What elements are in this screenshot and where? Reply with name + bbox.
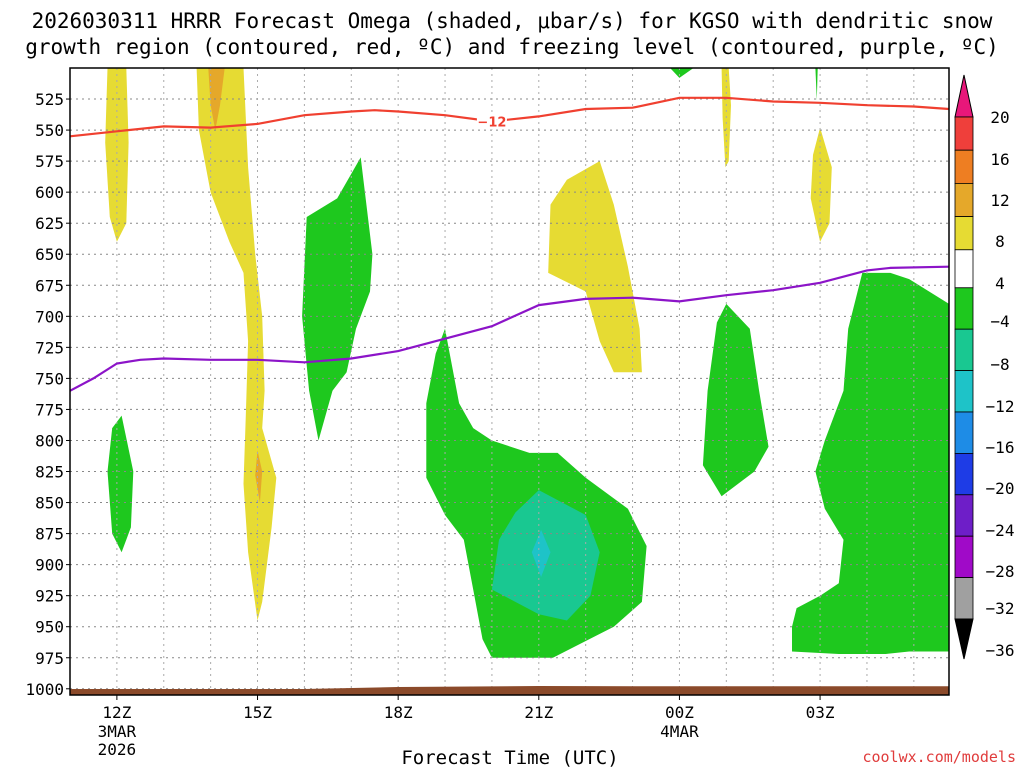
colorbar-band-12 bbox=[954, 577, 974, 620]
colorbar-top-arrow bbox=[954, 74, 974, 118]
omega-region-3 bbox=[255, 450, 263, 503]
colorbar: 20 16 12 8 4 −4 −8 −12 −16 −20 −24 −28 −32 −36 bbox=[954, 74, 1015, 660]
omega-region-2 bbox=[208, 68, 225, 131]
chart-title-line-1: 2026030311 HRRR Forecast Omega (shaded, … bbox=[32, 9, 993, 33]
x-tick-label: 15Z bbox=[243, 703, 272, 722]
colorbar-label: −28 bbox=[986, 562, 1015, 581]
omega-shading-layer bbox=[105, 68, 949, 658]
omega-region-0 bbox=[105, 68, 129, 242]
colorbar-band-3 bbox=[954, 216, 974, 251]
x-tick-year-label: 2026 bbox=[98, 740, 137, 759]
omega-region-10 bbox=[531, 529, 551, 577]
chart-title-line-2: growth region (contoured, red, ºC) and f… bbox=[25, 35, 999, 59]
y-tick-label: 950 bbox=[35, 618, 64, 637]
colorbar-band-4 bbox=[954, 249, 974, 289]
y-tick-label: 975 bbox=[35, 649, 64, 668]
colorbar-band-9 bbox=[954, 452, 974, 496]
y-tick-label: 825 bbox=[35, 463, 64, 482]
y-tick-label: 800 bbox=[35, 431, 64, 450]
x-tick-label: 03Z bbox=[806, 703, 835, 722]
colorbar-label: −20 bbox=[986, 479, 1015, 498]
ground-layer bbox=[70, 686, 949, 695]
y-tick-label: 675 bbox=[35, 276, 64, 295]
y-tick-label: 650 bbox=[35, 245, 64, 264]
dgz-label-background bbox=[476, 113, 507, 130]
colorbar-label: −16 bbox=[986, 438, 1015, 457]
omega-region-13 bbox=[792, 272, 949, 654]
credit-link[interactable]: coolwx.com/models bbox=[862, 748, 1016, 766]
colorbar-bottom-arrow bbox=[954, 618, 974, 660]
x-tick-label: 00Z bbox=[665, 703, 694, 722]
omega-region-6 bbox=[810, 127, 832, 242]
plot-frame bbox=[69, 67, 950, 696]
y-tick-label: 550 bbox=[35, 121, 64, 140]
y-tick-label: 750 bbox=[35, 369, 64, 388]
x-tick-label: 21Z bbox=[524, 703, 553, 722]
x-axis-label: Forecast Time (UTC) bbox=[401, 747, 618, 768]
colorbar-label: 4 bbox=[995, 274, 1005, 293]
y-tick-label: 700 bbox=[35, 307, 64, 326]
colorbar-label: −24 bbox=[986, 521, 1015, 540]
colorbar-label: −32 bbox=[986, 599, 1015, 618]
y-tick-label: 575 bbox=[35, 152, 64, 171]
colorbar-label: −12 bbox=[986, 397, 1015, 416]
omega-region-14 bbox=[670, 68, 694, 78]
colorbar-band-10 bbox=[954, 494, 974, 537]
colorbar-band-6 bbox=[954, 328, 974, 372]
contour-layer: −12 bbox=[69, 96, 950, 392]
x-tick-label: 12Z bbox=[102, 703, 131, 722]
y-tick-label: 775 bbox=[35, 400, 64, 419]
ground-surface bbox=[70, 686, 949, 695]
omega-region-7 bbox=[302, 157, 373, 441]
colorbar-label: −36 bbox=[986, 641, 1015, 660]
x-tick-date-label: 4MAR bbox=[660, 722, 699, 741]
colorbar-band-5 bbox=[954, 287, 974, 330]
axis-labels: 525 550 575 600 625 650 675 700 725 750 775 800 825 8… bbox=[25, 90, 834, 759]
colorbar-band-1 bbox=[954, 149, 974, 184]
colorbar-label: −4 bbox=[990, 312, 1009, 331]
dgz-contour-label: −12 bbox=[477, 115, 506, 130]
y-tick-label: 875 bbox=[35, 525, 64, 544]
colorbar-band-0 bbox=[954, 116, 974, 151]
omega-region-11 bbox=[107, 415, 134, 553]
colorbar-label: 12 bbox=[990, 191, 1009, 210]
gridlines bbox=[70, 68, 949, 695]
colorbar-label: 16 bbox=[990, 150, 1009, 169]
y-tick-label: 725 bbox=[35, 338, 64, 357]
freezing-level-contour-line bbox=[69, 265, 950, 392]
x-tick-date-label: 3MAR bbox=[98, 722, 137, 741]
colorbar-band-2 bbox=[954, 182, 974, 217]
y-tick-label: 625 bbox=[35, 214, 64, 233]
y-tick-label: 525 bbox=[35, 90, 64, 109]
omega-region-12 bbox=[702, 303, 769, 497]
colorbar-band-7 bbox=[954, 370, 974, 413]
colorbar-band-11 bbox=[954, 535, 974, 579]
y-tick-label: 1000 bbox=[25, 680, 64, 699]
y-tick-label: 850 bbox=[35, 494, 64, 513]
y-tick-label: 900 bbox=[35, 556, 64, 575]
omega-region-1 bbox=[196, 68, 277, 621]
x-tick-label: 18Z bbox=[384, 703, 413, 722]
omega-region-4 bbox=[548, 161, 642, 373]
omega-region-15 bbox=[815, 68, 818, 101]
y-tick-label: 925 bbox=[35, 587, 64, 606]
colorbar-label: 20 bbox=[990, 108, 1009, 127]
y-tick-label: 600 bbox=[35, 183, 64, 202]
colorbar-band-8 bbox=[954, 411, 974, 454]
colorbar-label: 8 bbox=[995, 232, 1005, 251]
colorbar-label: −8 bbox=[990, 355, 1009, 374]
